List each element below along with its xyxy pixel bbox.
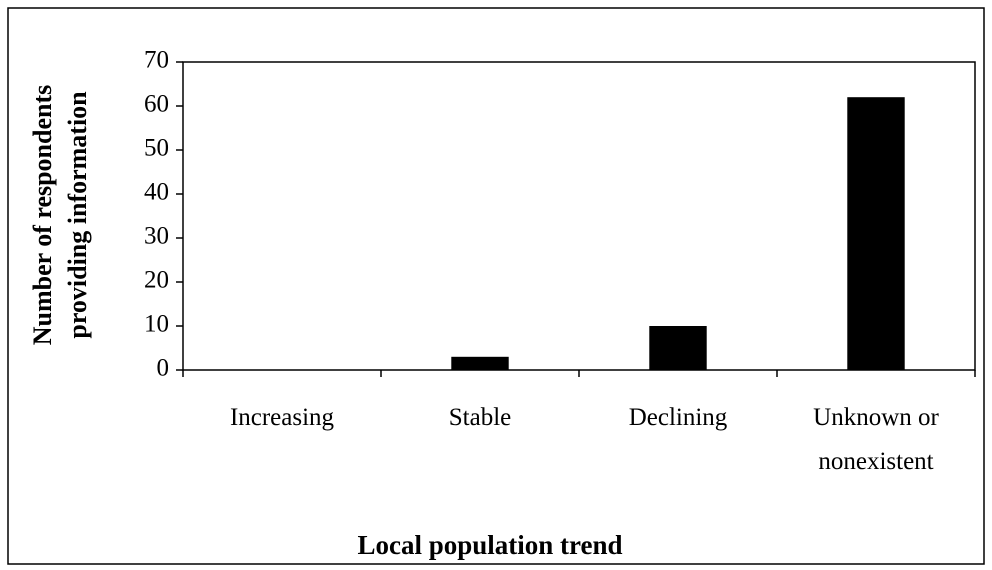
x-tick-label: Stable <box>448 404 512 431</box>
y-tick-label: 20 <box>144 267 169 294</box>
y-axis-label: providing information <box>63 91 92 339</box>
y-tick-label: 10 <box>144 311 169 338</box>
bar <box>649 326 707 370</box>
x-tick-label: Increasing <box>229 404 335 431</box>
x-tick-label: Declining <box>628 404 728 431</box>
y-tick-label: 70 <box>144 47 169 74</box>
y-tick-label: 30 <box>144 223 169 250</box>
bar <box>847 97 905 370</box>
y-axis-label: Number of respondents <box>28 85 57 346</box>
y-tick-label: 40 <box>144 179 169 206</box>
y-tick-label: 60 <box>144 91 169 118</box>
y-tick-label: 50 <box>144 135 169 162</box>
y-tick-label: 0 <box>157 355 170 382</box>
x-axis-label: Local population trend <box>357 530 622 560</box>
bar <box>451 356 509 370</box>
frame <box>7 7 985 565</box>
x-tick-label: Unknown or nonexistent <box>813 404 939 475</box>
